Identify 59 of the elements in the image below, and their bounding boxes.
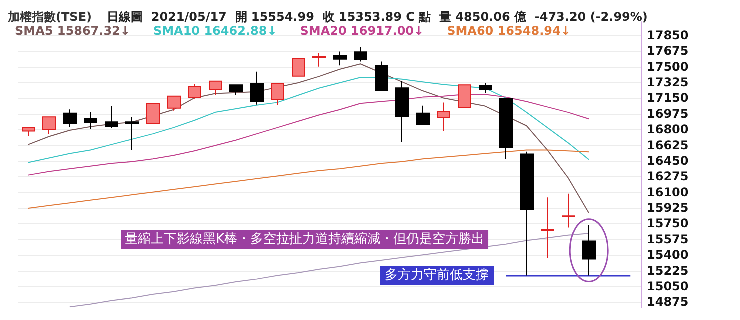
- candlestick: [395, 80, 409, 143]
- candlestick: [541, 197, 554, 258]
- line-series: [28, 64, 590, 214]
- candlestick: [312, 52, 326, 68]
- candlestick: [499, 98, 513, 160]
- y-tick-label: 17325: [647, 76, 689, 90]
- text: SMA20 16917.00↓: [300, 24, 424, 38]
- candlestick: [42, 116, 56, 135]
- y-tick-label: 16450: [647, 154, 689, 168]
- y-tick-label: 16100: [647, 185, 689, 200]
- candlestick: [250, 71, 264, 106]
- candlestick: [479, 83, 492, 94]
- candlestick: [209, 80, 222, 96]
- line-series: [28, 77, 590, 164]
- y-tick-label: 15575: [647, 232, 689, 246]
- candlestick: [63, 109, 77, 128]
- candlestick: [125, 116, 139, 151]
- y-tick-label: 16275: [647, 170, 689, 184]
- candlestick: [333, 51, 347, 66]
- y-tick-label: 15750: [647, 216, 689, 231]
- candlestick: [582, 224, 596, 276]
- line-series: [69, 233, 590, 308]
- y-tick-label: 17850: [647, 28, 689, 42]
- candlestick: [188, 84, 201, 100]
- y-tick-label: 17675: [647, 44, 689, 58]
- candlestick: [562, 193, 575, 228]
- y-tick-label: 17150: [647, 91, 689, 106]
- text: SMA5 15867.32↓: [15, 24, 130, 38]
- y-tick-label: 14875: [647, 295, 689, 310]
- chart-title: 加權指數(TSE): [7, 10, 92, 24]
- y-tick-label: 16975: [647, 106, 689, 121]
- candlestick: [84, 112, 97, 130]
- candlestick: [271, 83, 284, 106]
- candlestick: [375, 61, 388, 92]
- candlestick: [22, 127, 35, 137]
- candlestick: [167, 96, 181, 112]
- line-series: [28, 150, 590, 209]
- candlestick: [146, 103, 160, 125]
- y-tick-label: 15400: [647, 248, 689, 262]
- candlestick: [458, 84, 471, 108]
- line-series: [28, 94, 590, 176]
- candlestick: [520, 151, 534, 276]
- text: SMA10 16462.88↓: [153, 24, 278, 38]
- y-tick-label: 15925: [647, 201, 689, 216]
- y-tick-label: 15225: [647, 264, 689, 278]
- y-tick-label: 16625: [647, 138, 689, 152]
- y-tick-label: 15050: [647, 279, 689, 294]
- y-tick-label: 17500: [647, 60, 689, 74]
- candlestick: [437, 102, 450, 132]
- candlestick: [229, 84, 243, 96]
- chart-subtitle: 日線圖 2021/05/17 開 15554.99 收 15353.89 C 點 量 4850.06 億 -473.20 (-2.99%): [106, 10, 648, 24]
- candlestick: [416, 105, 430, 126]
- candlestick: [105, 106, 118, 130]
- candlestick: [292, 58, 305, 77]
- y-tick-label: 16800: [647, 122, 689, 137]
- text: SMA60 16548.94↓: [447, 24, 571, 38]
- candlestick: [354, 46, 367, 62]
- ref-line-label: 多方力守前低支撐: [385, 267, 490, 284]
- annotation: 量縮上下影線黑K棒・多空拉扯力道持續縮減・但仍是空方勝出: [125, 231, 485, 247]
